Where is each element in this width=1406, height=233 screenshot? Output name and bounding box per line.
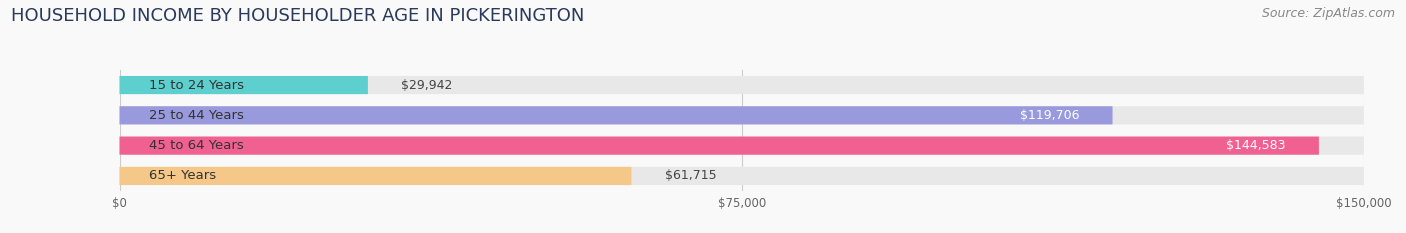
Text: 65+ Years: 65+ Years: [149, 169, 215, 182]
FancyBboxPatch shape: [120, 106, 1364, 124]
FancyBboxPatch shape: [120, 76, 1364, 94]
Text: Source: ZipAtlas.com: Source: ZipAtlas.com: [1261, 7, 1395, 20]
FancyBboxPatch shape: [120, 106, 1112, 124]
FancyBboxPatch shape: [120, 167, 1364, 185]
Text: HOUSEHOLD INCOME BY HOUSEHOLDER AGE IN PICKERINGTON: HOUSEHOLD INCOME BY HOUSEHOLDER AGE IN P…: [11, 7, 585, 25]
FancyBboxPatch shape: [120, 137, 1364, 155]
Text: 15 to 24 Years: 15 to 24 Years: [149, 79, 243, 92]
Text: $144,583: $144,583: [1226, 139, 1285, 152]
Text: 25 to 44 Years: 25 to 44 Years: [149, 109, 243, 122]
Text: $119,706: $119,706: [1019, 109, 1080, 122]
Text: 45 to 64 Years: 45 to 64 Years: [149, 139, 243, 152]
Text: $61,715: $61,715: [665, 169, 716, 182]
FancyBboxPatch shape: [120, 137, 1319, 155]
Text: $29,942: $29,942: [401, 79, 453, 92]
FancyBboxPatch shape: [120, 76, 368, 94]
FancyBboxPatch shape: [120, 167, 631, 185]
